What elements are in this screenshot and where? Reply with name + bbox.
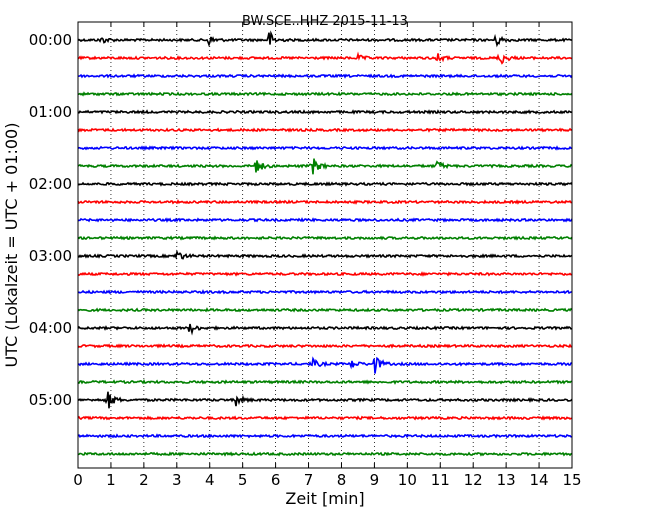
y-tick-label: 01:00 [29,103,72,121]
y-tick-label: 04:00 [29,319,72,337]
x-tick-label: 9 [370,471,380,489]
x-tick-label: 10 [398,471,417,489]
seismic-trace-0000 [77,30,573,48]
plot-frame [77,21,573,469]
x-tick-label: 6 [271,471,281,489]
y-tick-label: 05:00 [29,391,72,409]
x-tick-label: 15 [562,471,581,489]
x-axis-label: Zeit [min] [285,489,364,508]
seismic-trace-0045 [77,91,573,97]
seismic-trace-0400 [77,323,573,336]
seismic-trace-0230 [77,217,573,223]
x-tick-label: 12 [464,471,483,489]
seismic-trace-0300 [77,249,573,260]
y-tick-label: 03:00 [29,247,72,265]
seismic-trace-0030 [77,73,573,79]
x-tick-label: 14 [530,471,549,489]
seismic-trace-0500 [77,391,573,409]
x-tick-label: 0 [73,471,83,489]
seismic-trace-0530 [77,433,573,439]
axis-ticks: 0 1 2 3 4 5 6 7 8 9 10 11 12 13 14 1500:0001:0002:0003:… [29,22,582,489]
seismic-trace-0015 [77,51,573,65]
seismic-trace-0445 [77,379,573,385]
x-tick-label: 4 [205,471,215,489]
trace-group [77,30,573,457]
seismic-trace-0515 [77,415,573,421]
seismic-trace-0415 [77,343,573,349]
seismic-trace-0430 [77,356,573,374]
grid [110,22,540,468]
x-tick-label: 3 [172,471,182,489]
x-tick-label: 2 [139,471,149,489]
seismic-trace-0345 [77,307,573,313]
x-tick-label: 11 [431,471,450,489]
seismic-trace-0245 [77,235,573,241]
seismic-trace-0130 [77,145,573,151]
seismic-trace-0145 [77,158,573,175]
seismic-trace-0545 [77,451,573,457]
y-axis-label: UTC (Lokalzeit = UTC + 01:00) [2,123,21,368]
seismic-trace-0200 [77,181,573,187]
x-tick-label: 8 [337,471,347,489]
seismic-trace-0315 [77,271,573,277]
x-tick-label: 1 [106,471,116,489]
y-tick-label: 00:00 [29,31,72,49]
x-tick-label: 7 [304,471,314,489]
seismic-trace-0215 [77,199,573,205]
y-tick-label: 02:00 [29,175,72,193]
x-tick-label: 13 [497,471,516,489]
seismic-trace-0100 [77,109,573,115]
seismic-trace-0115 [77,127,573,133]
seismic-trace-0330 [77,289,573,295]
x-tick-label: 5 [238,471,248,489]
